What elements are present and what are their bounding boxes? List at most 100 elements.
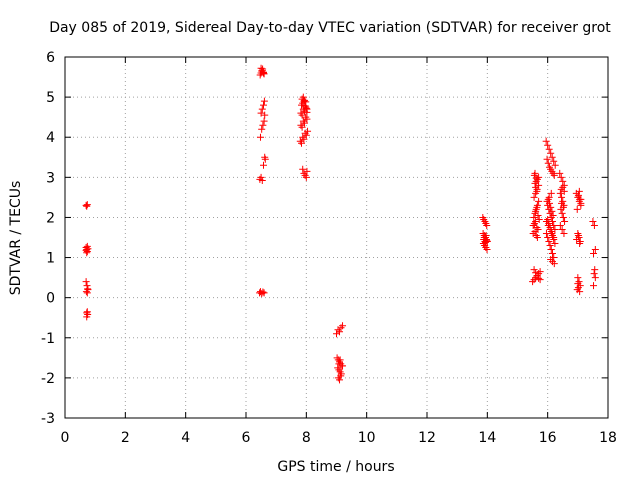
data-point (533, 203, 541, 211)
data-point (556, 221, 564, 229)
y-tick-label: -2 (41, 371, 55, 387)
data-point (299, 93, 307, 101)
data-point (558, 225, 566, 233)
data-point (559, 203, 567, 211)
x-tick-label: 0 (61, 430, 70, 446)
data-point (533, 234, 541, 241)
data-point (337, 372, 345, 380)
data-point (556, 189, 564, 197)
data-point (547, 203, 555, 211)
data-point (551, 161, 559, 169)
data-point (258, 125, 266, 133)
data-point (83, 249, 91, 257)
data-point (550, 260, 558, 268)
data-point (556, 169, 564, 177)
data-point (546, 242, 554, 250)
y-tick-label: 1 (46, 251, 55, 267)
data-point (260, 97, 268, 105)
data-point (558, 193, 566, 201)
data-point (260, 289, 268, 297)
data-point (532, 183, 540, 191)
data-point (336, 328, 344, 336)
data-point (256, 133, 264, 141)
data-point (83, 308, 91, 316)
data-point (558, 199, 566, 207)
data-point (258, 177, 266, 185)
data-point (258, 105, 266, 113)
data-point (574, 284, 582, 292)
data-point (534, 211, 542, 219)
data-point (545, 199, 553, 207)
data-point (83, 201, 91, 209)
data-point (548, 217, 556, 225)
y-tick-label: 3 (46, 170, 55, 186)
data-point (536, 268, 544, 276)
data-point (549, 211, 557, 219)
y-tick-label: -1 (41, 331, 55, 347)
data-point (259, 69, 267, 77)
data-point (550, 171, 558, 179)
data-point (542, 137, 550, 145)
data-point (545, 145, 553, 153)
data-point (302, 131, 310, 139)
data-point (559, 177, 567, 185)
data-point (300, 135, 308, 143)
data-point (590, 282, 598, 290)
data-point (545, 238, 553, 246)
data-point (302, 98, 310, 106)
data-point (573, 205, 581, 213)
data-point (257, 173, 265, 181)
data-point (576, 240, 584, 248)
data-point (535, 197, 543, 205)
data-point (299, 165, 307, 173)
data-point (558, 209, 566, 217)
data-point (298, 111, 306, 119)
x-tick-label: 8 (302, 430, 311, 446)
data-point (261, 155, 269, 163)
data-point (533, 187, 541, 195)
data-point (261, 111, 269, 119)
data-point (548, 153, 556, 161)
y-tick-label: 4 (46, 130, 55, 146)
data-point (560, 187, 568, 195)
data-point (530, 193, 538, 201)
x-axis-label: GPS time / hours (277, 459, 394, 475)
data-point (547, 149, 555, 157)
data-point (535, 215, 543, 223)
data-point (84, 286, 92, 294)
data-point (336, 356, 344, 364)
y-tick-label: 2 (46, 210, 55, 226)
data-point (336, 376, 344, 384)
data-point (590, 270, 598, 278)
data-point (483, 246, 491, 254)
data-point (83, 202, 91, 210)
data-point (532, 217, 540, 225)
data-point (302, 104, 310, 112)
x-tick-labels: 0 2 4 6 8 10 12 14 16 18 (61, 430, 617, 446)
data-point (574, 274, 582, 282)
y-tick-label: 5 (46, 90, 55, 106)
data-point (544, 159, 552, 167)
x-tick-label: 2 (121, 430, 130, 446)
data-point (259, 121, 267, 129)
data-point (483, 221, 491, 229)
data-point (591, 274, 599, 282)
data-point (548, 229, 556, 237)
data-point (559, 213, 567, 221)
data-point (257, 109, 265, 117)
x-tick-label: 16 (539, 430, 557, 446)
data-point (302, 173, 310, 181)
data-point (544, 221, 552, 229)
data-point (260, 70, 268, 78)
data-point (591, 246, 599, 254)
data-point (545, 193, 553, 201)
data-point (573, 236, 581, 244)
data-point (560, 229, 568, 237)
data-point (82, 201, 90, 209)
data-point (482, 238, 490, 246)
data-point (548, 207, 556, 215)
data-point (557, 173, 565, 181)
data-point (576, 288, 584, 296)
data-point (574, 191, 582, 199)
data-point (544, 141, 552, 149)
